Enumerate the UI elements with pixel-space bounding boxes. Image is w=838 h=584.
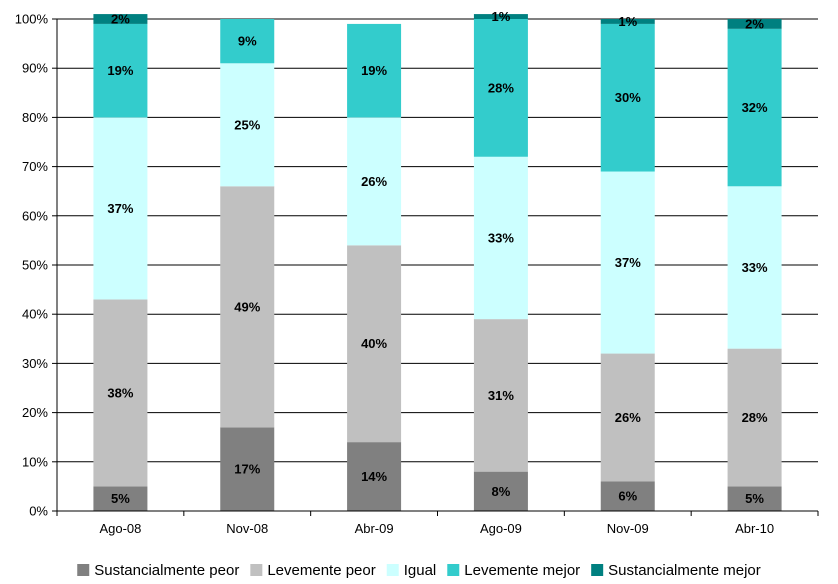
bar-segment (347, 442, 402, 511)
bar-segment (473, 156, 528, 320)
x-tick-label: Ago-09 (480, 521, 522, 536)
legend-swatch (250, 564, 263, 576)
data-label: 1% (618, 14, 637, 29)
x-tick-label: Nov-09 (607, 521, 649, 536)
bar-segment (600, 19, 655, 24)
y-tick-label: 60% (22, 208, 48, 223)
data-label: 38% (107, 385, 133, 400)
data-label: 5% (745, 491, 764, 506)
bar-segment (93, 14, 148, 24)
legend-label: Sustancialmente peor (94, 562, 239, 579)
bar-segment (93, 486, 148, 511)
bar-segment (600, 171, 655, 354)
data-label: 30% (615, 90, 641, 105)
bar-segment (93, 23, 148, 118)
legend-label: Levemente mejor (464, 562, 580, 579)
data-label: 8% (492, 484, 511, 499)
data-label: 32% (742, 100, 768, 115)
y-tick-label: 70% (22, 159, 48, 174)
legend-swatch (77, 564, 90, 576)
legend: Sustancialmente peor Levemente peor Igual L… (77, 562, 761, 579)
bar-segment (347, 117, 402, 246)
bar-segment (220, 19, 275, 64)
legend-item: Igual (386, 562, 437, 579)
legend-label: Levemente peor (267, 562, 375, 579)
y-tick-label: 0% (29, 504, 48, 519)
legend-item: Levemente peor (250, 562, 376, 579)
legend-label: Sustancialmente mejor (608, 562, 761, 579)
data-label: 37% (107, 201, 133, 216)
y-tick-label: 20% (22, 405, 48, 420)
data-label: 17% (234, 462, 260, 477)
bar-segment (220, 63, 275, 187)
y-tick-label: 30% (22, 356, 48, 371)
bar-segment (220, 186, 275, 428)
x-tick-label: Ago-08 (99, 521, 141, 536)
bar-segment (473, 319, 528, 472)
y-tick-label: 50% (22, 258, 48, 273)
y-tick-label: 80% (22, 110, 48, 125)
data-label: 37% (615, 255, 641, 270)
legend-item: Sustancialmente peor (77, 562, 239, 579)
data-labels: 5% 38% 37% 19% 2% 17% 49% 25% 9% 14% 40% 26% 19% 8% 31… (107, 9, 768, 506)
data-label: 31% (488, 388, 514, 403)
data-label: 19% (361, 63, 387, 78)
bar-segment (347, 245, 402, 443)
data-label: 49% (234, 299, 260, 314)
x-tick-label: Nov-08 (226, 521, 268, 536)
data-label: 33% (742, 260, 768, 275)
data-label: 25% (234, 117, 260, 132)
data-label: 19% (107, 63, 133, 78)
bar-segment (347, 23, 402, 118)
bar-segment (473, 471, 528, 511)
bar-segment (727, 486, 782, 511)
y-tick-labels: 0% 10% 20% 30% 40% 50% 60% 70% 80% 90% 100% (15, 12, 49, 519)
legend-item: Levemente mejor (447, 562, 580, 579)
data-label: 2% (745, 16, 764, 31)
data-label: 28% (488, 80, 514, 95)
bar-segment (473, 19, 528, 157)
bar-segment (600, 481, 655, 511)
bar-segment (600, 23, 655, 172)
data-label: 33% (488, 230, 514, 245)
bar-segment (220, 427, 275, 511)
y-tick-label: 100% (15, 12, 49, 27)
data-label: 26% (615, 410, 641, 425)
x-tick-label: Abr-09 (355, 521, 394, 536)
data-label: 26% (361, 174, 387, 189)
axes (52, 18, 819, 516)
bar-segment (93, 117, 148, 300)
y-tick-label: 90% (22, 61, 48, 76)
data-label: 6% (618, 489, 637, 504)
bar-segment (727, 348, 782, 487)
gridlines (57, 18, 818, 463)
data-label: 9% (238, 34, 257, 49)
data-label: 1% (492, 9, 511, 24)
data-label: 28% (742, 410, 768, 425)
data-label: 5% (111, 491, 130, 506)
bar-segment (473, 14, 528, 19)
x-tick-label: Abr-10 (735, 521, 774, 536)
legend-swatch (447, 564, 460, 576)
bar-segment (727, 186, 782, 349)
data-label: 40% (361, 336, 387, 351)
legend-swatch (591, 564, 604, 576)
bar-segment (93, 299, 148, 487)
data-label: 2% (111, 12, 130, 27)
legend-swatch (386, 564, 399, 576)
y-tick-label: 10% (22, 454, 48, 469)
legend-item: Sustancialmente mejor (591, 562, 761, 579)
bars (93, 14, 782, 511)
data-label: 14% (361, 469, 387, 484)
bar-segment (727, 19, 782, 29)
legend-label: Igual (404, 562, 437, 579)
bar-segment (727, 28, 782, 187)
x-tick-labels: Ago-08 Nov-08 Abr-09 Ago-09 Nov-09 Abr-10 (99, 521, 774, 536)
bar-segment (600, 353, 655, 482)
y-tick-label: 40% (22, 307, 48, 322)
